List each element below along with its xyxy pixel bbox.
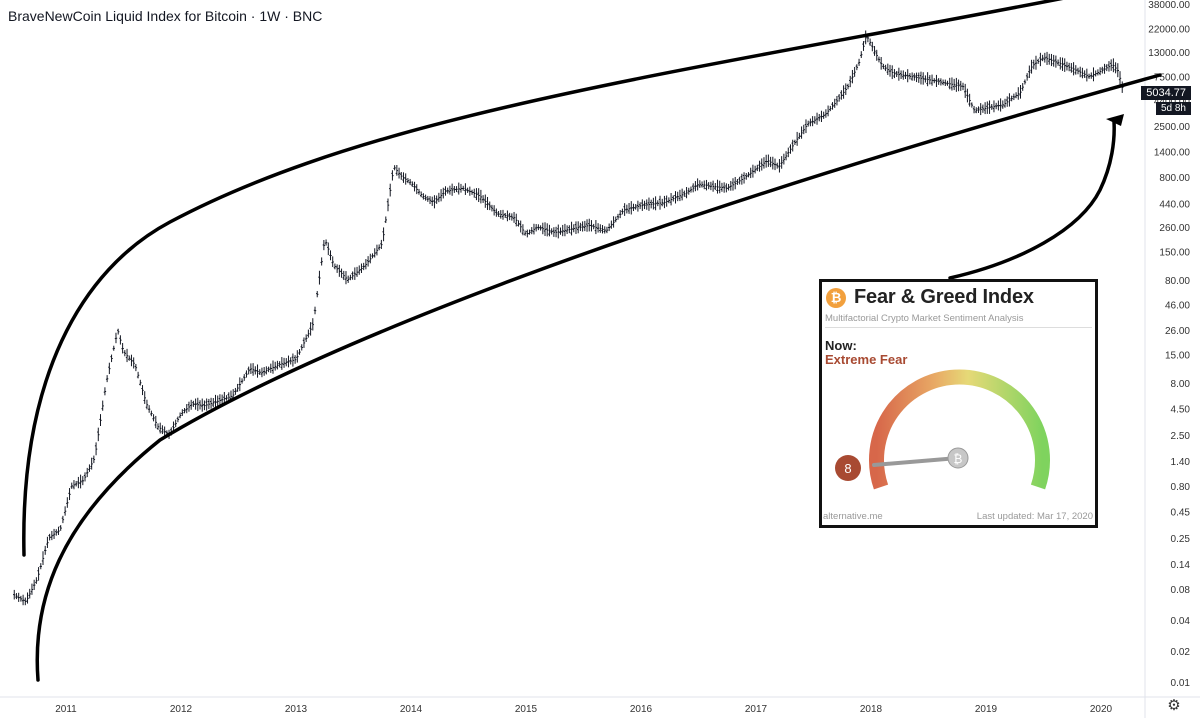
y-tick-label: 1400.00	[1154, 148, 1191, 159]
gauge-arc	[869, 369, 1050, 490]
channel-lower-line	[35, 73, 1162, 682]
y-tick-label: 22000.00	[1148, 24, 1190, 35]
gauge-value: 8	[844, 461, 851, 476]
y-tick-label: 0.08	[1171, 585, 1191, 596]
source-label: alternative.me	[823, 511, 883, 522]
y-tick-label: 150.00	[1159, 248, 1190, 259]
last-price-tag: 5034.77	[1141, 86, 1191, 100]
y-tick-label: 2500.00	[1154, 122, 1191, 133]
y-tick-label: 0.80	[1171, 482, 1191, 493]
x-tick-label: 2013	[285, 704, 308, 715]
x-tick-label: 2017	[745, 704, 768, 715]
x-tick-label: 2015	[515, 704, 538, 715]
candle-series	[13, 30, 1124, 606]
x-tick-label: 2012	[170, 704, 193, 715]
gauge-hub	[947, 447, 969, 469]
y-tick-label: 440.00	[1159, 200, 1190, 211]
y-tick-label: 4400.00	[1154, 96, 1191, 107]
gear-icon[interactable]: ⚙	[1167, 697, 1181, 714]
gauge-needle	[872, 456, 960, 467]
annotation-arrow	[948, 120, 1116, 280]
channel-upper-line	[22, 0, 1064, 557]
y-tick-label: 0.45	[1171, 508, 1191, 519]
y-tick-label: 26.00	[1165, 326, 1190, 337]
x-tick-label: 2016	[630, 704, 653, 715]
sentiment-state: Extreme Fear	[825, 352, 908, 367]
x-axis: 2011 2012 2013 2014 2015 2016 2017 2018 2019 2020	[55, 704, 1112, 715]
y-tick-label: 2.50	[1171, 431, 1191, 442]
y-tick-label: 13000.00	[1148, 48, 1190, 59]
y-tick-label: 80.00	[1165, 276, 1190, 287]
y-tick-label: 0.01	[1171, 678, 1191, 689]
y-tick-label: 7500.00	[1154, 73, 1191, 84]
y-tick-label: 0.02	[1171, 647, 1191, 658]
fear-greed-subtitle: Multifactorial Crypto Market Sentiment A…	[825, 313, 1024, 324]
x-tick-label: 2011	[55, 704, 77, 715]
y-tick-label: 38000.00	[1148, 0, 1190, 11]
fear-greed-title: Fear & Greed Index	[854, 286, 1034, 308]
sentiment-gauge: 8 ₿	[835, 369, 1050, 490]
y-tick-label: 0.14	[1171, 560, 1191, 571]
bitcoin-icon: ₿	[954, 452, 963, 466]
x-tick-label: 2019	[975, 704, 998, 715]
y-tick-label: 260.00	[1159, 223, 1190, 234]
y-tick-label: 15.00	[1165, 351, 1190, 362]
x-tick-label: 2020	[1090, 704, 1113, 715]
x-tick-label: 2018	[860, 704, 883, 715]
y-tick-label: 800.00	[1159, 173, 1190, 184]
x-tick-label: 2014	[400, 704, 423, 715]
y-tick-label: 0.25	[1171, 534, 1191, 545]
y-tick-label: 46.00	[1165, 301, 1190, 312]
fear-greed-card: ₿ Fear & Greed Index Multifactorial Cryp…	[819, 279, 1098, 528]
y-axis: 38000.00 22000.00 13000.00 7500.00 4400.00 25…	[1148, 0, 1190, 689]
divider	[825, 327, 1092, 328]
channel-drawing	[22, 0, 1162, 682]
y-tick-label: 8.00	[1171, 379, 1191, 390]
last-updated: Last updated: Mar 17, 2020	[976, 511, 1093, 522]
now-label: Now:	[825, 338, 857, 353]
chart-title: BraveNewCoin Liquid Index for Bitcoin · …	[8, 8, 323, 24]
bar-countdown-tag: 5d 8h	[1155, 102, 1191, 115]
y-tick-label: 1.40	[1171, 457, 1191, 468]
y-tick-label: 0.04	[1171, 616, 1191, 627]
annotation-arrowhead	[1106, 114, 1124, 126]
gauge-value-badge	[835, 455, 861, 481]
bitcoin-icon: ₿	[826, 287, 846, 308]
fear-greed-header: ₿ Fear & Greed Index	[826, 286, 1034, 309]
y-tick-label: 4.50	[1171, 405, 1191, 416]
